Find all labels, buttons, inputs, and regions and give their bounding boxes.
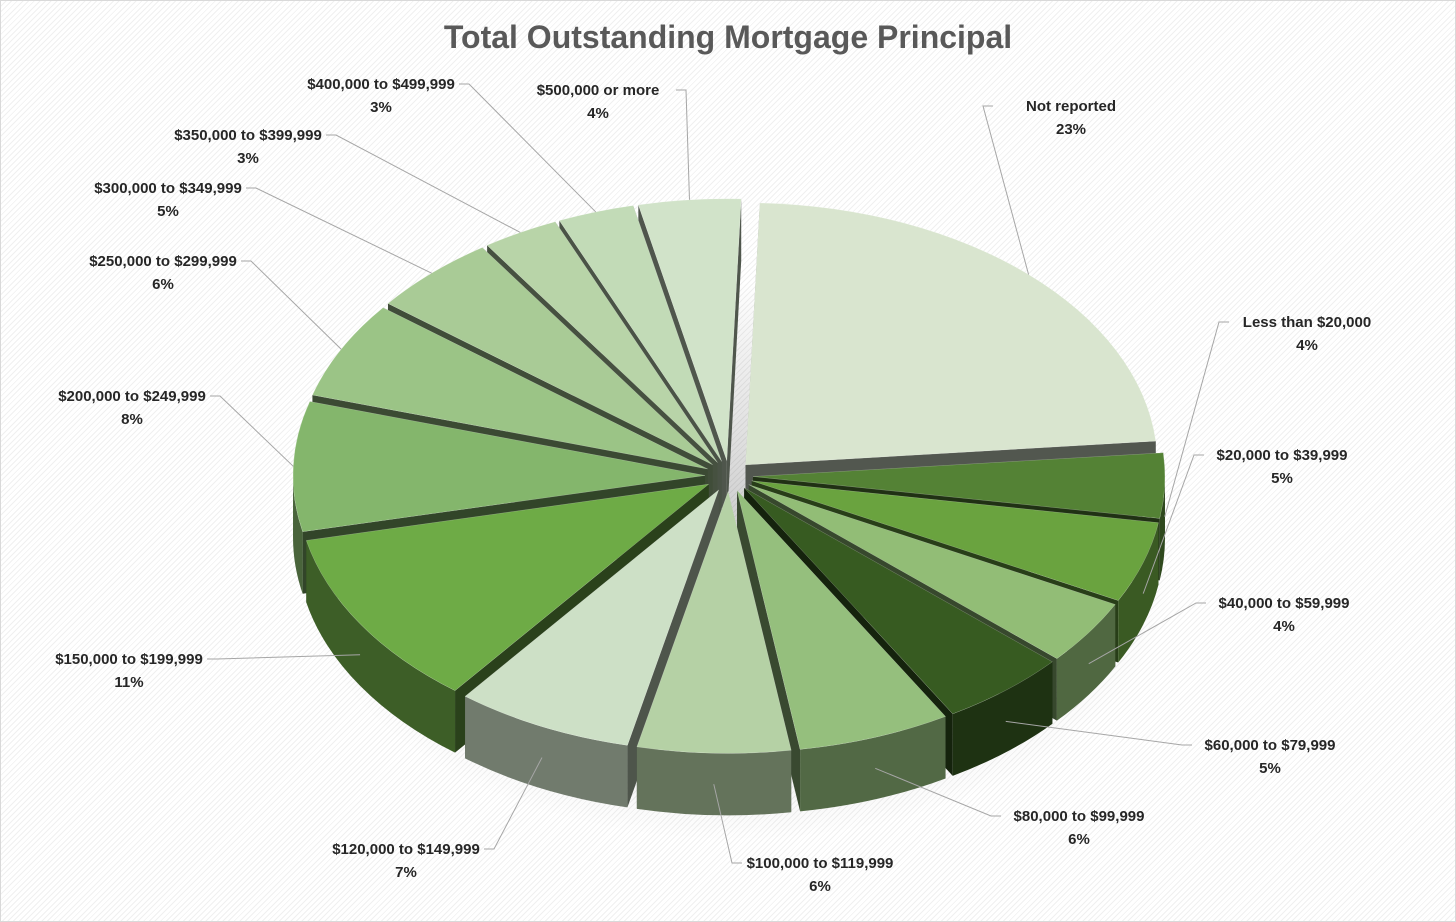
slice-percent-label: 6% xyxy=(809,878,831,895)
pie-tops xyxy=(292,198,1166,754)
pie-slice-14 xyxy=(558,205,722,462)
pie-slice-2 xyxy=(752,452,1166,519)
pie-slice-1 xyxy=(745,202,1157,466)
slice-category-label: Not reported xyxy=(1026,98,1116,115)
slice-outer-wall xyxy=(636,746,792,816)
slice-category-label: $120,000 to $149,999 xyxy=(332,841,480,858)
slice-percent-label: 3% xyxy=(237,150,259,167)
slice-category-label: $350,000 to $399,999 xyxy=(174,127,322,144)
slice-percent-label: 5% xyxy=(1259,760,1281,777)
slice-category-label: $100,000 to $119,999 xyxy=(747,855,894,872)
slice-category-label: $60,000 to $79,999 xyxy=(1205,737,1336,754)
leader-line xyxy=(713,784,742,864)
pie-slice-3 xyxy=(751,480,1159,601)
slice-outer-wall xyxy=(293,475,303,594)
chart-title: Total Outstanding Mortgage Principal xyxy=(443,19,1013,55)
slice-percent-label: 6% xyxy=(152,276,174,293)
slice-percent-label: 5% xyxy=(1271,470,1293,487)
leader-line xyxy=(1088,602,1206,665)
pie-slice-8 xyxy=(464,489,720,746)
slice-category-label: $250,000 to $299,999 xyxy=(89,253,237,270)
slice-side-wall xyxy=(726,198,742,523)
slice-outer-wall xyxy=(1159,476,1165,581)
slice-outer-wall xyxy=(306,540,456,753)
slice-category-label: Less than $20,000 xyxy=(1243,314,1371,331)
slice-percent-label: 23% xyxy=(1056,121,1086,138)
slice-category-label: $300,000 to $349,999 xyxy=(94,180,242,197)
pie-slice-15 xyxy=(638,198,742,461)
pie-slice-5 xyxy=(744,487,1053,715)
slice-category-label: $200,000 to $249,999 xyxy=(58,388,206,405)
slice-outer-wall xyxy=(465,696,628,808)
leader-line xyxy=(246,187,432,274)
leader-line xyxy=(676,89,690,200)
slice-category-label: $400,000 to $499,999 xyxy=(307,76,455,93)
leader-line xyxy=(1142,454,1204,594)
slice-category-label: $150,000 to $199,999 xyxy=(55,651,203,668)
slice-category-label: $40,000 to $59,999 xyxy=(1219,595,1350,612)
slice-category-label: $20,000 to $39,999 xyxy=(1217,447,1348,464)
leader-line xyxy=(326,134,521,233)
slice-percent-label: 7% xyxy=(395,864,417,881)
leader-line xyxy=(1164,321,1229,517)
slice-percent-label: 3% xyxy=(370,99,392,116)
slice-category-label: $500,000 or more xyxy=(537,82,660,99)
leader-line xyxy=(207,654,361,660)
slice-percent-label: 6% xyxy=(1068,831,1090,848)
slice-percent-label: 4% xyxy=(587,105,609,122)
pie-slice-11 xyxy=(312,307,708,470)
slice-outer-wall xyxy=(952,661,1053,776)
slice-outer-wall xyxy=(1118,522,1159,663)
pie-labels: Not reported 23% Less than $20,000 4% $20,00… xyxy=(55,76,1371,895)
leader-line xyxy=(484,757,543,850)
leader-line xyxy=(241,260,342,350)
slice-outer-wall xyxy=(800,716,946,812)
leader-line xyxy=(459,83,597,213)
pie-slice-6 xyxy=(736,489,946,750)
pie-slice-9 xyxy=(305,483,710,691)
slice-percent-label: 4% xyxy=(1273,618,1295,635)
pie-slice-10 xyxy=(292,401,706,533)
leader-line xyxy=(982,105,1030,275)
leader-line xyxy=(1005,720,1192,746)
pie-slice-7 xyxy=(636,490,792,754)
slice-percent-label: 4% xyxy=(1296,337,1318,354)
leader-line xyxy=(210,395,294,467)
slice-percent-label: 5% xyxy=(157,203,179,220)
leader-line xyxy=(875,767,1001,817)
slice-percent-label: 8% xyxy=(121,411,143,428)
pie-slice-12 xyxy=(387,247,713,465)
slice-percent-label: 11% xyxy=(114,674,143,691)
slice-outer-wall xyxy=(1056,604,1116,721)
pie-slice-13 xyxy=(486,221,718,463)
slice-category-label: $80,000 to $99,999 xyxy=(1014,808,1145,825)
pie-slice-4 xyxy=(748,484,1116,659)
